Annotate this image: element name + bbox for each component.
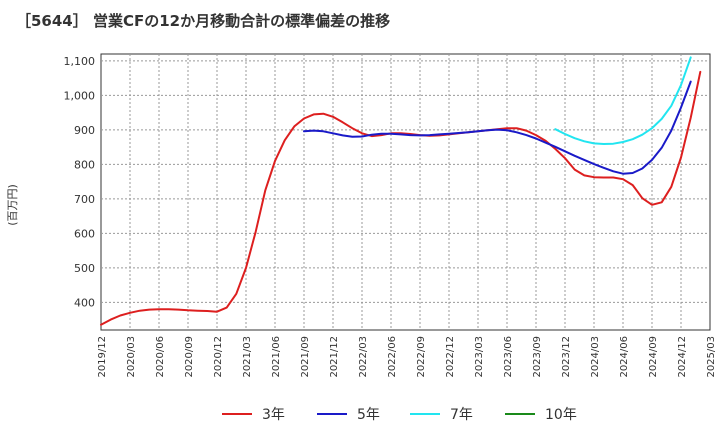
y-axis-tick-labels: 400 500 600 700 800 900 1,000 1,100 xyxy=(64,55,96,309)
x-tick-label: 2022/09 xyxy=(416,336,427,378)
y-tick-label: 400 xyxy=(74,296,95,309)
x-tick-label: 2023/06 xyxy=(503,336,514,378)
series-line-3 xyxy=(554,56,692,145)
x-tick-label: 2024/06 xyxy=(619,336,630,378)
legend: 3年 5年 7年 10年 xyxy=(222,407,577,423)
y-tick-label: 500 xyxy=(74,262,95,275)
x-axis-tick-labels: 2019/12 2020/03 2020/06 2020/09 2020/12 2021/… xyxy=(97,336,717,378)
x-tick-label: 2022/12 xyxy=(445,336,456,378)
x-tick-label: 2019/12 xyxy=(97,336,108,378)
x-tick-label: 2020/06 xyxy=(155,336,166,378)
legend-label: 5年 xyxy=(357,407,380,423)
x-tick-label: 2021/03 xyxy=(242,336,253,378)
x-tick-label: 2022/06 xyxy=(387,336,398,378)
legend-label: 10年 xyxy=(545,407,577,423)
x-tick-label: 2025/03 xyxy=(706,336,717,378)
x-tick-label: 2021/12 xyxy=(329,336,340,378)
series-line-1 xyxy=(100,70,702,326)
y-tick-label: 900 xyxy=(74,124,95,137)
legend-label: 7年 xyxy=(450,407,473,423)
chart-title: ［5644］ 営業CFの12か月移動合計の標準偏差の推移 xyxy=(16,12,391,30)
y-tick-label: 1,100 xyxy=(64,55,96,68)
y-tick-label: 1,000 xyxy=(64,89,96,102)
x-tick-label: 2023/09 xyxy=(532,336,543,378)
series-lines xyxy=(100,56,702,326)
plot-area xyxy=(100,53,711,331)
x-tick-label: 2021/09 xyxy=(300,336,311,378)
y-tick-label: 600 xyxy=(74,227,95,240)
vertical-gridlines xyxy=(129,54,682,330)
y-axis-label: (百万円) xyxy=(6,184,19,226)
legend-label: 3年 xyxy=(262,407,285,423)
x-tick-label: 2022/03 xyxy=(358,336,369,378)
x-tick-label: 2024/12 xyxy=(677,336,688,378)
y-tick-label: 700 xyxy=(74,193,95,206)
y-tick-label: 800 xyxy=(74,158,95,171)
x-tick-label: 2021/06 xyxy=(271,336,282,378)
x-tick-label: 2020/09 xyxy=(184,336,195,378)
x-tick-label: 2024/09 xyxy=(648,336,659,378)
x-tick-label: 2024/03 xyxy=(590,336,601,378)
x-tick-label: 2020/03 xyxy=(126,336,137,378)
horizontal-gridlines xyxy=(101,60,710,303)
x-tick-label: 2023/12 xyxy=(561,336,572,378)
series-line-2 xyxy=(303,80,692,175)
x-tick-label: 2023/03 xyxy=(474,336,485,378)
x-tick-label: 2020/12 xyxy=(213,336,224,378)
